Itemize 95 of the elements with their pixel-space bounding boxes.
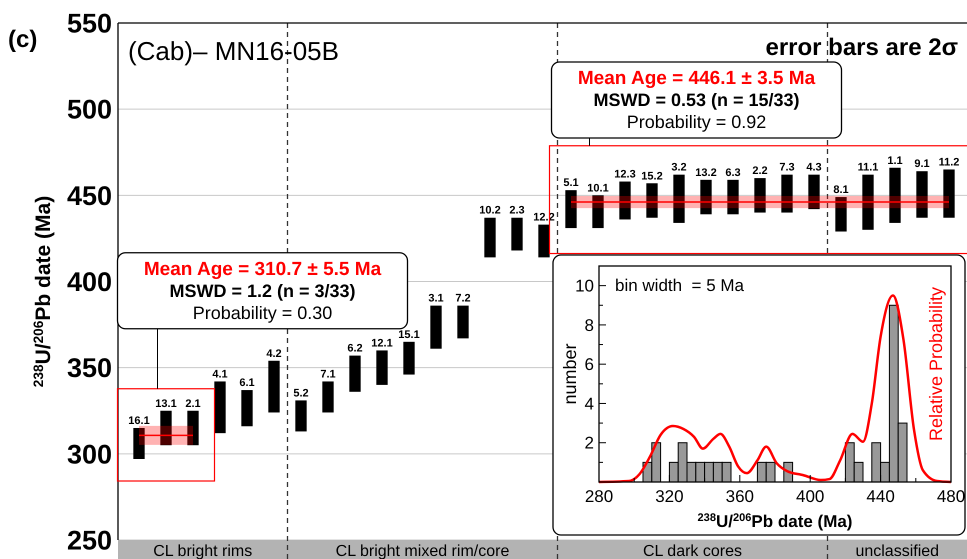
bar <box>943 169 955 218</box>
bar <box>214 381 226 434</box>
y-tick-label: 550 <box>66 8 112 38</box>
x-tick-label: 7.2 <box>455 292 471 305</box>
x-tick-label: 6.1 <box>239 377 255 390</box>
x-tick-label: 400 <box>796 487 824 506</box>
y-tick-label: 4 <box>584 394 594 414</box>
bar <box>403 342 415 375</box>
y-tick-label: 250 <box>66 525 112 556</box>
text: CL bright rims <box>153 543 252 559</box>
x-tick-label: 2.1 <box>185 398 201 410</box>
text: unclassified <box>855 543 940 559</box>
bar <box>268 360 280 412</box>
bar <box>754 178 766 213</box>
x-tick-label: 480 <box>936 487 966 506</box>
x-tick-label: 8.1 <box>833 184 849 196</box>
bar <box>538 224 550 258</box>
text: (c) <box>8 26 38 53</box>
x-tick-label: 10.2 <box>479 204 501 217</box>
bar <box>349 356 361 392</box>
y-tick-label: 2 <box>584 434 594 453</box>
x-tick-label: 6.2 <box>347 342 363 355</box>
bar <box>727 180 739 214</box>
y-tick-label: 500 <box>66 94 112 125</box>
x-tick-label: 3.1 <box>428 292 444 305</box>
annotation: bin width = 5 Ma <box>615 276 745 295</box>
bar <box>133 428 145 460</box>
y-tick-label: 6 <box>584 355 594 374</box>
x-tick-label: 280 <box>584 487 614 506</box>
x-tick-label: 10.1 <box>587 182 609 194</box>
bar <box>484 218 496 258</box>
bar <box>673 174 685 223</box>
bar <box>295 400 307 432</box>
x-tick-label: 3.2 <box>671 162 687 174</box>
y-tick-label: 8 <box>584 316 594 335</box>
bar <box>430 306 442 349</box>
y2-axis-title: Relative Probability <box>926 286 946 442</box>
x-tick-label: 5.2 <box>293 387 309 400</box>
bar <box>457 306 469 338</box>
text: CL dark cores <box>643 543 742 559</box>
x-tick-label: 13.1 <box>155 398 177 410</box>
bar <box>322 381 334 412</box>
x-axis-title: $^{238}$U/$^{206}$Pb date (Ma) <box>698 512 852 531</box>
annotation: Mean Age = 446.1 ± 3.5 Ma <box>578 68 816 89</box>
x-tick-label: 15.2 <box>641 170 663 182</box>
y-tick-label: 300 <box>66 439 112 470</box>
x-tick-label: 2.2 <box>752 165 768 178</box>
bar <box>835 197 847 232</box>
y-axis-title: number <box>560 343 580 405</box>
x-tick-label: 11.1 <box>858 162 878 174</box>
bar <box>160 410 172 446</box>
x-tick-label: 9.1 <box>914 158 930 170</box>
x-tick-label: 4.1 <box>212 368 228 380</box>
bar <box>592 195 604 228</box>
annotation: error bars are 2σ <box>765 34 958 61</box>
bar <box>241 390 253 426</box>
annotation: Mean Age = 310.7 ± 5.5 Ma <box>144 258 382 280</box>
x-tick-label: 4.2 <box>266 348 282 360</box>
y-tick-label: 350 <box>66 353 112 384</box>
x-tick-label: 6.3 <box>725 166 741 179</box>
bar <box>862 174 874 230</box>
bar <box>511 218 523 250</box>
bar <box>700 180 712 214</box>
bar <box>889 168 901 223</box>
bar <box>376 350 388 385</box>
text: (Cab)– MN16-05B <box>128 36 339 66</box>
x-tick-label: 16.1 <box>128 414 150 427</box>
x-tick-label: 320 <box>655 487 684 506</box>
x-tick-label: 7.3 <box>779 162 795 174</box>
y-tick-label: 450 <box>66 180 112 211</box>
bar <box>187 410 199 446</box>
x-tick-label: 13.2 <box>695 166 717 179</box>
x-tick-label: 12.3 <box>614 168 636 181</box>
annotation: Probability = 0.92 <box>626 112 766 132</box>
x-tick-label: 2.3 <box>509 204 525 217</box>
x-tick-label: 12.1 <box>371 337 393 350</box>
bar <box>565 190 577 228</box>
annotation: MSWD = 0.53 (n = 15/33) <box>593 90 800 110</box>
x-tick-label: 11.2 <box>938 156 960 168</box>
x-tick-label: 360 <box>726 487 754 506</box>
bar <box>619 182 631 220</box>
bar <box>916 171 928 218</box>
annotation: MSWD = 1.2 (n = 3/33) <box>169 280 356 301</box>
bar <box>646 183 658 218</box>
y-tick-label: 10 <box>575 276 594 296</box>
bar <box>781 174 793 213</box>
x-tick-label: 440 <box>866 487 895 506</box>
x-tick-label: 1.1 <box>887 154 903 167</box>
text: CL bright mixed rim/core <box>336 543 510 559</box>
x-tick-label: 15.1 <box>398 328 420 341</box>
x-tick-label: 7.1 <box>320 368 336 380</box>
x-tick-label: 5.1 <box>563 177 579 190</box>
annotation: Probability = 0.30 <box>192 302 332 323</box>
bar <box>808 174 820 210</box>
x-tick-label: 4.3 <box>806 162 822 174</box>
